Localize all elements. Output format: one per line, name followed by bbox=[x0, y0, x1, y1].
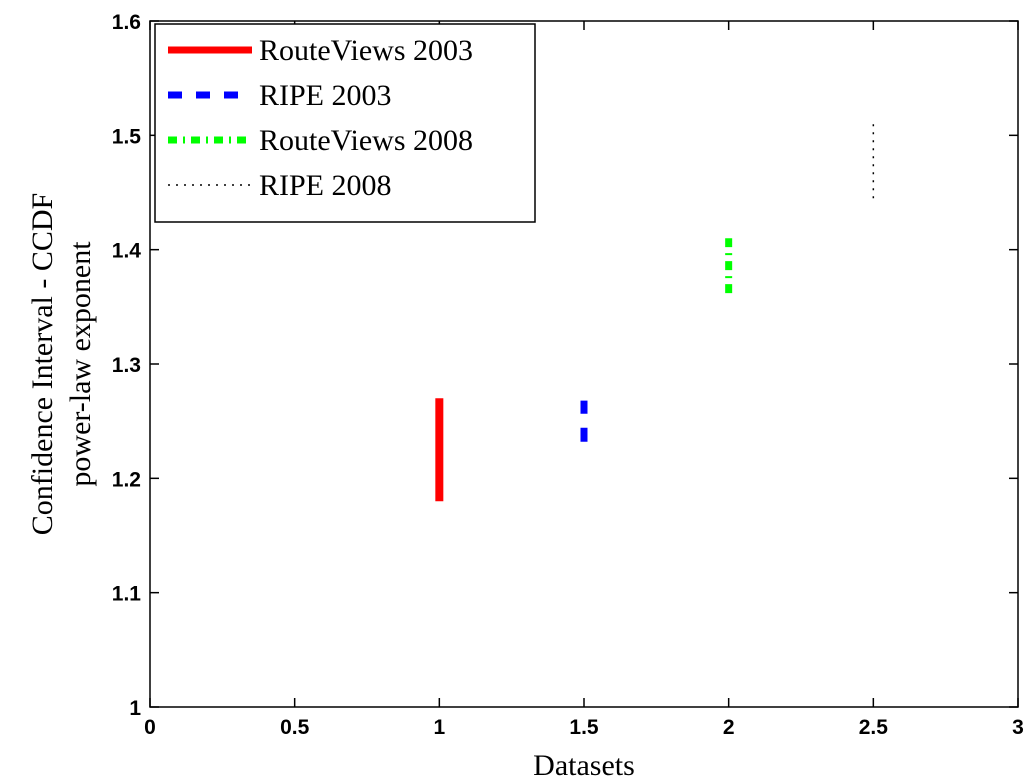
y-axis-title-line-2: power-law exponent bbox=[64, 241, 97, 487]
ticks-layer: 0 0.5 1 1.5 2 2.5 3 1 1.1 1.2 1.3 1.4 1.5 1.6 bbox=[112, 11, 1024, 739]
series-layer bbox=[435, 121, 875, 502]
legend-label: RIPE 2008 bbox=[259, 169, 392, 202]
y-tick-label: 1.3 bbox=[112, 354, 141, 377]
legend-label: RouteViews 2003 bbox=[259, 34, 473, 67]
legend: RouteViews 2003 RIPE 2003 RouteViews 2008 R… bbox=[154, 23, 536, 223]
x-tick-label: 2.5 bbox=[859, 716, 889, 739]
y-tick-label: 1.1 bbox=[112, 583, 142, 606]
x-tick-label: 2 bbox=[723, 716, 735, 739]
x-tick-label: 1 bbox=[433, 716, 445, 739]
y-tick-label: 1.5 bbox=[112, 125, 142, 148]
y-tick-label: 1.4 bbox=[112, 240, 142, 263]
x-tick-label: 1.5 bbox=[569, 716, 599, 739]
x-tick-label: 3 bbox=[1012, 716, 1024, 739]
x-tick-label: 0.5 bbox=[280, 716, 310, 739]
y-axis-title-line-1: Confidence Interval - CCDF bbox=[26, 193, 59, 535]
y-tick-label: 1.2 bbox=[112, 468, 141, 491]
x-axis-title: Datasets bbox=[533, 749, 635, 782]
legend-box bbox=[154, 23, 536, 223]
y-tick-label: 1.6 bbox=[112, 11, 141, 34]
y-tick-label: 1 bbox=[129, 697, 141, 720]
legend-label: RIPE 2003 bbox=[259, 79, 392, 112]
legend-label: RouteViews 2008 bbox=[259, 124, 473, 157]
x-tick-label: 0 bbox=[144, 716, 156, 739]
